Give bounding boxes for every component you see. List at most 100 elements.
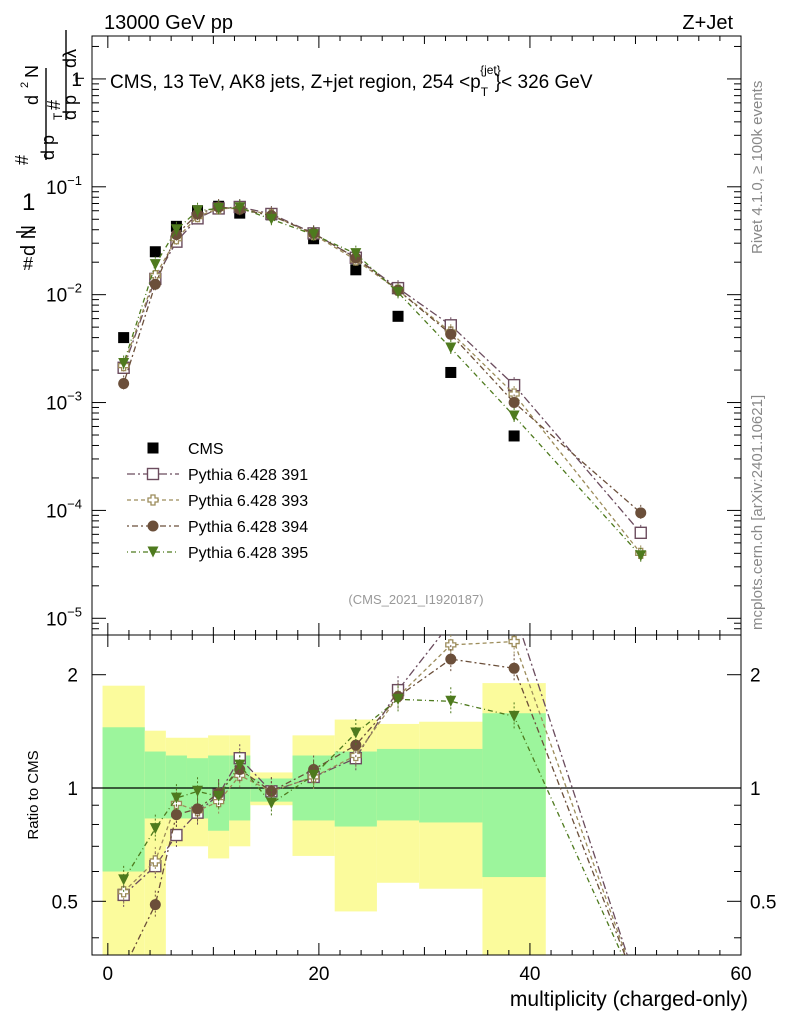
point-p395 [118, 358, 130, 370]
main-y-tick-label: 10−3 [46, 389, 82, 415]
point-p395 [308, 229, 320, 241]
point-p395 [635, 550, 647, 562]
title-suffix: }< 326 GeV [495, 72, 593, 93]
analysis-watermark: (CMS_2021_I1920187) [348, 592, 483, 607]
ratio-series-group [117, 606, 628, 975]
ylabel-d: d [22, 95, 42, 105]
ratio-point-p394 [508, 662, 520, 674]
legend-item-p395: Pythia 6.428 395 [127, 545, 308, 562]
point-p395 [192, 205, 204, 217]
main-y-tick-label: 10−1 [46, 173, 82, 199]
ylabel-T-2: T [73, 74, 87, 82]
point-cms [350, 264, 362, 276]
x-axis-label: multiplicity (charged-only) [510, 988, 748, 1011]
point-p395 [508, 410, 520, 422]
collision-label: 13000 GeV pp [104, 12, 233, 34]
legend-label-p394: Pythia 6.428 394 [188, 519, 308, 536]
ratio-point-p395 [308, 769, 320, 781]
main-y-tick-label: 10−5 [46, 604, 82, 630]
legend-marker-p391 [146, 467, 160, 481]
point-p394 [149, 278, 161, 290]
ratio-point-p395 [265, 797, 277, 809]
point-p395 [392, 286, 404, 298]
ylabel-N: N [22, 65, 42, 78]
ratio-point-p391 [445, 617, 456, 628]
point-p394 [635, 507, 647, 519]
ratio-band-inner-11 [482, 713, 546, 878]
ratio-point-p395 [192, 785, 204, 797]
point-cms [508, 430, 520, 442]
ratio-point-p395 [445, 695, 457, 707]
ratio-y-tick-label-right: 0.5 [750, 892, 776, 913]
ratio-point-p394 [445, 653, 457, 665]
ratio-point-p395 [118, 874, 130, 886]
main-y-tick-label: 1 [71, 70, 82, 91]
ratio-y-tick-label: 2 [67, 666, 78, 687]
main-y-tick-label: 10−4 [46, 496, 82, 522]
ratio-y-tick-label-right: 1 [750, 779, 761, 800]
legend-marker-cms [147, 442, 159, 454]
ratio-point-p394 [170, 809, 182, 821]
ylabel-exp: 2 [19, 82, 31, 88]
ratio-point-p395 [350, 727, 362, 739]
point-cms [445, 366, 457, 378]
legend-item-p391: Pythia 6.428 391 [127, 467, 308, 484]
ratio-point-p395 [234, 759, 246, 771]
ratio-band-inner-10 [419, 748, 483, 823]
point-p395 [445, 342, 457, 354]
title-prefix: CMS, 13 TeV, AK8 jets, Z+jet region, 254… [110, 72, 481, 93]
legend-item-p394: Pythia 6.428 394 [127, 519, 308, 536]
ratio-y-tick-label: 1 [67, 779, 78, 800]
point-p395 [265, 213, 277, 225]
point-p391 [634, 526, 647, 540]
ratio-panel: 0 20 40 60 0.5 0.5 1 1 2 2 [52, 606, 776, 985]
x-tick-label: 0 [103, 964, 114, 985]
main-y-axis-label: # 1 d N # d p T d 2 N # d p T dλ [12, 30, 87, 274]
point-cms [149, 246, 161, 258]
point-p395 [213, 202, 225, 214]
ylabel-one: 1 [22, 189, 35, 216]
ratio-point-p395 [170, 792, 182, 804]
point-p394 [118, 378, 130, 390]
ratio-point-p394 [350, 739, 362, 751]
legend-label-p391: Pythia 6.428 391 [188, 467, 308, 484]
x-tick-label: 40 [519, 964, 540, 985]
ratio-point-p391 [509, 606, 520, 617]
legend-marker-p395 [147, 546, 159, 558]
ratio-point-p395 [392, 693, 404, 705]
ratio-point-p393 [445, 639, 457, 651]
point-cms [635, 636, 646, 647]
ratio-point-p394 [149, 899, 161, 911]
point-cms [392, 310, 404, 322]
ratio-point-p394 [192, 803, 204, 815]
ratio-point-p394 [118, 964, 129, 975]
ylabel-dpt: d p [38, 135, 58, 160]
ylabel-T: T [51, 112, 65, 120]
ratio-y-tick-label: 0.5 [52, 892, 78, 913]
x-tick-label: 60 [730, 964, 751, 985]
ratio-series-p395 [118, 685, 623, 955]
ratio-band-inner-1 [144, 751, 166, 819]
legend-label-cms: CMS [188, 441, 224, 458]
title-sup: {jet} [480, 63, 501, 77]
ylabel-dN: d N [18, 225, 40, 256]
title-sub: T [481, 85, 489, 99]
legend-item-cms: CMS [147, 441, 224, 458]
ratio-frame [91, 634, 742, 956]
ratio-point-p395 [149, 823, 161, 835]
main-title: CMS, 13 TeV, AK8 jets, Z+jet region, 254… [110, 63, 593, 99]
main-panel: 10−5 10−4 10−3 10−2 10−1 1 [46, 35, 742, 647]
ratio-point-p393 [508, 635, 520, 648]
legend-item-p393: Pythia 6.428 393 [127, 493, 308, 510]
point-p394 [508, 397, 520, 409]
ratio-y-tick-label-right: 2 [750, 666, 761, 687]
main-y-tick-label: 10−2 [46, 281, 82, 307]
series-p391 [117, 198, 647, 541]
ylabel-dlambda: dλ [60, 49, 80, 68]
legend-label-p395: Pythia 6.428 395 [188, 545, 308, 562]
ratio-point-p395 [508, 710, 520, 722]
ylabel-hash-3: # [44, 100, 64, 110]
ratio-point-p393 [149, 855, 161, 867]
legend-marker-p393 [147, 494, 159, 506]
